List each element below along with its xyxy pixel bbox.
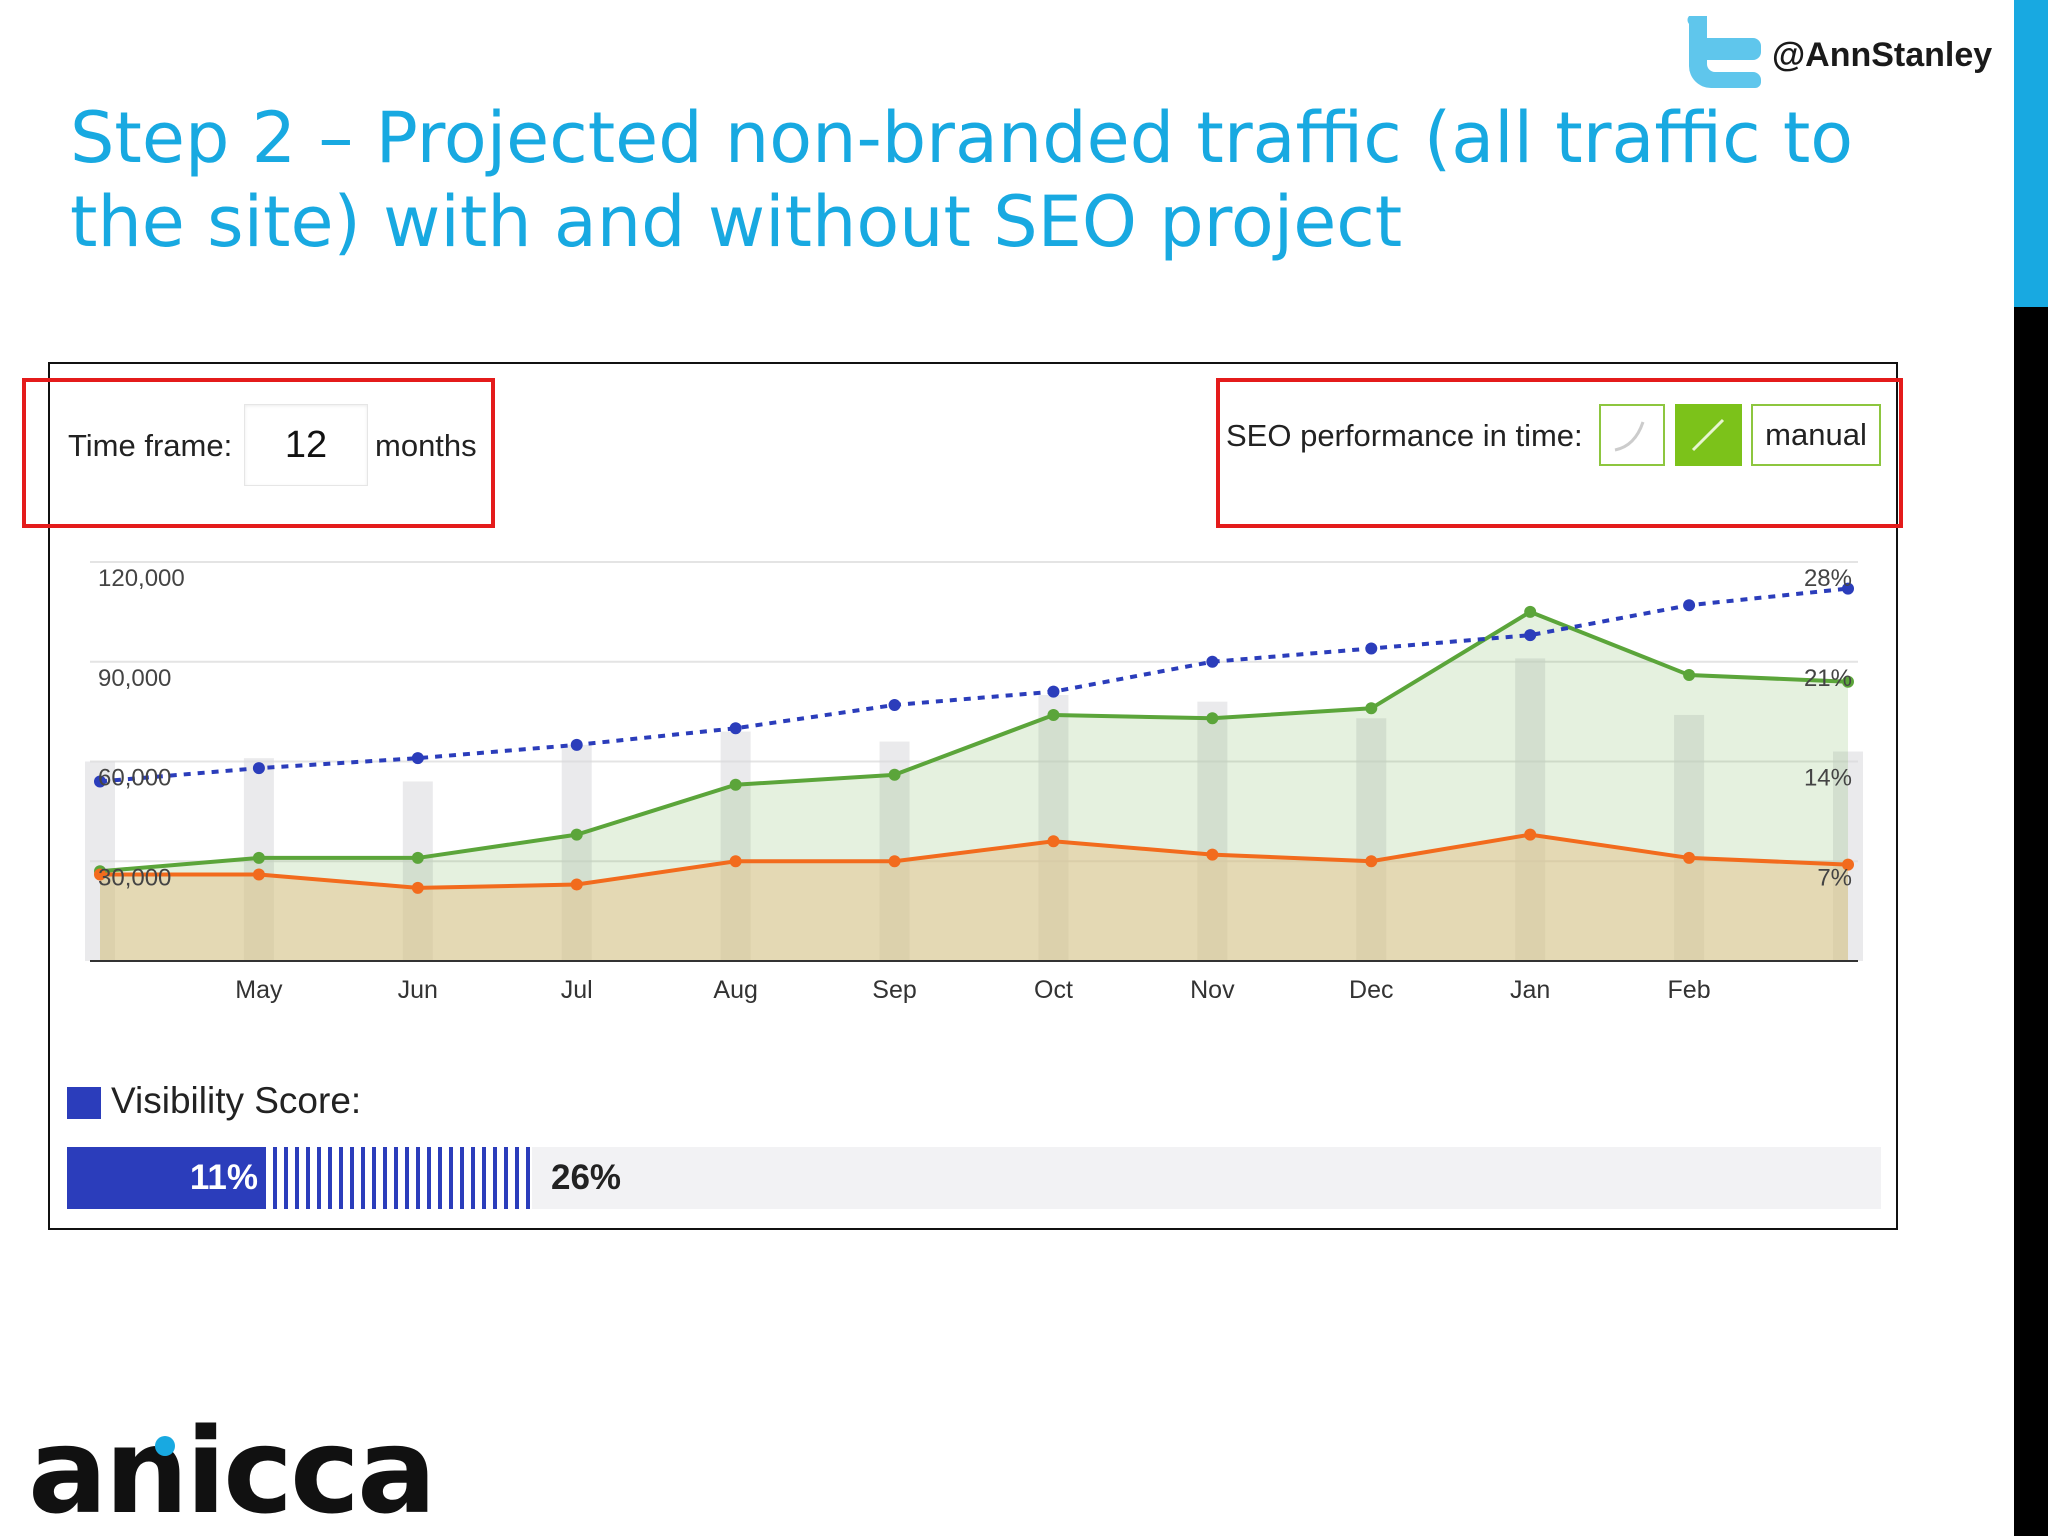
timeframe-label: Time frame:: [68, 428, 233, 463]
accent-sidebar: [2014, 0, 2048, 307]
with-seo-point: [411, 851, 424, 864]
visibility-point: [1842, 582, 1854, 595]
x-tick-label: Feb: [1668, 976, 1711, 1004]
x-tick-label: May: [235, 976, 283, 1004]
x-tick-label: Jun: [398, 976, 438, 1004]
seo-linear-button[interactable]: [1675, 404, 1742, 466]
anicca-logo: anicca: [28, 1402, 437, 1540]
seo-performance-label: SEO performance in time:: [1226, 418, 1583, 453]
timeframe-highlight: [22, 378, 495, 528]
visibility-point: [1524, 629, 1537, 642]
visibility-current-bar: [67, 1147, 266, 1209]
x-tick-label: Oct: [1034, 976, 1073, 1004]
visibility-point: [1683, 599, 1696, 612]
x-tick-label: Jul: [561, 976, 593, 1004]
x-tick-label: Nov: [1190, 976, 1235, 1004]
linear-icon: [1691, 418, 1725, 452]
with-seo-point: [252, 851, 265, 864]
y2-tick-label: 28%: [1804, 565, 1852, 592]
without-seo-point: [570, 878, 583, 891]
dark-sidebar: [2014, 307, 2048, 1536]
timeframe-suffix: months: [375, 428, 477, 463]
y-tick-label: 60,000: [98, 765, 171, 792]
x-tick-label: Aug: [713, 976, 757, 1004]
slide-title: Step 2 – Projected non-branded traffic (…: [70, 97, 1854, 263]
visibility-point: [729, 722, 742, 735]
without-seo-point: [1365, 855, 1378, 868]
x-tick-label: Sep: [872, 976, 916, 1004]
without-seo-point: [252, 868, 265, 881]
seo-curve-button[interactable]: [1599, 404, 1665, 466]
seo-manual-button[interactable]: manual: [1751, 404, 1881, 466]
twitter-icon: [1687, 16, 1761, 88]
y-tick-label: 120,000: [98, 565, 185, 592]
y2-tick-label: 14%: [1804, 765, 1852, 792]
with-seo-point: [1206, 712, 1219, 725]
without-seo-line: [100, 832, 1849, 890]
x-tick-label: Dec: [1349, 976, 1393, 1004]
without-seo-point: [411, 881, 424, 894]
with-seo-line: [99, 609, 1849, 874]
y-tick-label: 90,000: [98, 665, 171, 692]
without-seo-point: [1524, 828, 1537, 841]
y2-tick-label: 7%: [1817, 864, 1852, 891]
visibility-point: [1206, 655, 1219, 668]
visibility-point: [252, 762, 265, 775]
visibility-score-label: Visibility Score:: [111, 1080, 362, 1121]
without-seo-point: [94, 868, 106, 881]
without-seo-point: [1683, 851, 1696, 864]
without-seo-point: [1842, 858, 1854, 871]
visibility-legend-swatch: [67, 1087, 101, 1119]
logo-dot: [155, 1436, 175, 1456]
visibility-point: [570, 738, 583, 751]
with-seo-point: [729, 778, 742, 791]
with-seo-point: [570, 828, 583, 841]
with-seo-point: [1047, 708, 1060, 721]
without-seo-point: [888, 855, 901, 868]
with-seo-point: [1683, 669, 1696, 682]
seo-performance-highlight: [1216, 378, 1903, 528]
without-seo-area: [100, 834, 1848, 961]
y2-tick-label: 21%: [1804, 665, 1852, 692]
visibility-point: [1365, 642, 1378, 655]
visibility-current-value: 11%: [189, 1158, 258, 1197]
twitter-handle: @AnnStanley: [1772, 36, 1993, 74]
without-seo-point: [1047, 835, 1060, 848]
without-seo-point: [1206, 848, 1219, 861]
with-seo-point: [1842, 675, 1854, 688]
with-seo-point: [1365, 702, 1378, 715]
with-seo-point: [1524, 605, 1537, 618]
visibility-point: [94, 775, 106, 788]
without-seo-point: [729, 855, 742, 868]
visibility-target-value: 26%: [551, 1158, 622, 1197]
visibility-projected-bar: [266, 1147, 532, 1209]
y-tick-label: 30,000: [98, 864, 171, 891]
timeframe-input[interactable]: 12: [244, 404, 368, 486]
x-tick-label: Jan: [1510, 976, 1550, 1004]
curve-icon: [1614, 421, 1645, 452]
visibility-point: [1047, 685, 1060, 698]
visibility-point: [888, 698, 901, 711]
visibility-point: [411, 752, 424, 765]
with-seo-point: [888, 768, 901, 781]
